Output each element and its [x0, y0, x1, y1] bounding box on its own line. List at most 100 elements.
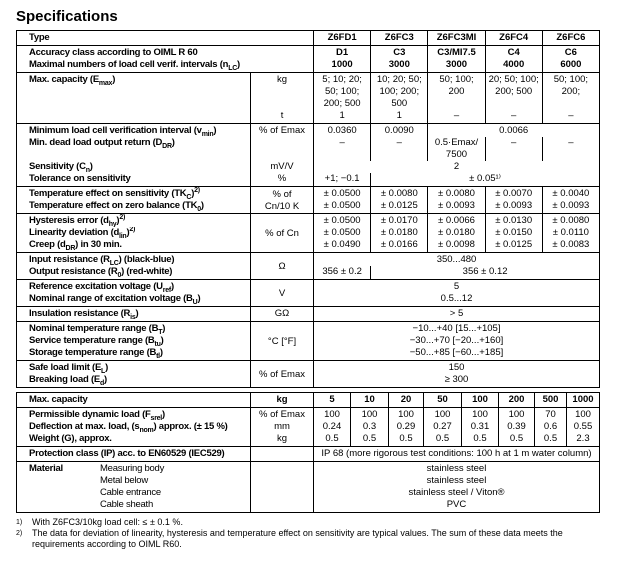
value-cell: –: [484, 137, 543, 161]
value-cell: > 5: [313, 306, 600, 322]
footnote: 1) With Z6FC3/10kg load cell: ≤ ± 0.1 %.: [16, 517, 606, 528]
row-group: Minimum load cell verification interval …: [16, 123, 600, 187]
label-subscript: DR: [162, 142, 172, 150]
value-cell: 0.5: [534, 433, 567, 447]
row-group: Max. capacity kg 5 10 20 50 100 200 500 1000: [16, 392, 600, 408]
row-label: Max. capacity (Emax): [17, 73, 251, 111]
value-cell: C4: [484, 45, 543, 59]
value-cell: 3000: [370, 59, 428, 73]
table-row: Service temperature range (Btu) −30...+70…: [17, 335, 600, 347]
table-row: t 1 1– – –: [17, 110, 600, 124]
table-row: Creep (dDR) in 30 min. ± 0.0490 ± 0.0166 ± …: [17, 239, 600, 253]
value-cell: stainless steel stainless steel stainles…: [313, 461, 600, 513]
label-text: ): [171, 137, 175, 148]
row-label: Storage temperature range (Btl): [17, 347, 251, 361]
table-row: Minimum load cell verification interval …: [17, 123, 600, 137]
unit-cell: % of Emax: [250, 123, 314, 137]
label-text: ): [112, 74, 116, 85]
label-text: Min. dead load output return (D: [29, 137, 163, 148]
value-cell: ± 0.0083: [541, 239, 600, 253]
value-cell: ± 0.0500: [313, 227, 371, 239]
label-text: Output resistance (R: [29, 266, 118, 277]
value-cell: ± 0.0180: [370, 227, 428, 239]
table-row: Output resistance (R0) (red-white) 356 ± …: [17, 266, 600, 280]
value-cell: 1000: [566, 392, 600, 408]
material-item: Measuring body: [100, 463, 165, 474]
value-cell: 50: [423, 392, 462, 408]
table-row: Nominal temperature range (BT) °C [°F] −10…: [17, 321, 600, 361]
unit-cell: Ω: [250, 252, 314, 280]
label-text: Temperature effect on zero balance (TK: [29, 200, 198, 211]
label-text: Deflection at max. load, (s: [29, 421, 140, 432]
value-cell: ± 0.0490: [313, 239, 371, 253]
value-cell: ± 0.0130: [484, 213, 543, 227]
value-cell: C3/MI7.5: [427, 45, 486, 59]
row-group: Permissible dynamic load (Fsrel)% of Ema…: [16, 407, 600, 447]
table-row: Weight (G), approx. kg 0.5 0.5 0.5 0.5 0.5 0.5 0…: [17, 433, 600, 447]
unit-cell: % of Emax: [250, 360, 314, 388]
row-label: Output resistance (R0) (red-white): [17, 266, 251, 280]
value-cell: 0.5: [388, 433, 424, 447]
label-text: Linearity deviation (d: [29, 227, 120, 238]
value-cell: 10: [350, 392, 389, 408]
label-text: Permissible dynamic load (F: [29, 409, 151, 420]
row-label: Linearity deviation (dlin)2): [17, 227, 251, 239]
value-cell: –: [313, 137, 371, 161]
value-cell: 50; 100; 200;: [541, 72, 600, 110]
value-cell: 0.0066: [427, 123, 600, 137]
label-subscript: srel: [150, 414, 163, 421]
row-label: Max. capacity: [17, 393, 251, 408]
value-cell: 20: [388, 392, 424, 408]
value-cell: –: [370, 137, 428, 161]
row-label: Temperature effect on zero balance (TK0): [17, 200, 251, 214]
label-text: ): [170, 281, 174, 292]
value-cell: ± 0.0170: [370, 213, 428, 227]
row-group: Input resistance (RLC) (black-blue) Ω 350.…: [16, 252, 600, 280]
value-cell: ± 0.0150: [484, 227, 543, 239]
label-subscript: max: [98, 79, 113, 87]
value-cell: 0.39: [498, 421, 535, 433]
table-row: Sensitivity (Cn) mV/V 2: [17, 161, 600, 173]
value-cell: ± 0.0098: [427, 239, 486, 253]
label-text: ): [105, 362, 108, 373]
table-row: Linearity deviation (dlin)2) ± 0.0500 ± 0.…: [17, 227, 600, 239]
label-text: Type: [29, 32, 50, 43]
label-subscript: U: [192, 298, 198, 306]
value-cell: IP 68 (more rigorous test conditions: 10…: [313, 446, 600, 462]
value-cell: 356 ± 0.2: [313, 266, 371, 280]
label-subscript: nom: [139, 426, 154, 433]
label-text: Max. capacity: [29, 394, 88, 405]
label-text: Creep (d: [29, 239, 66, 250]
footnote-text: With Z6FC3/10kg load cell: ≤ ± 0.1 %.: [32, 517, 183, 527]
label-text: ): [160, 335, 164, 346]
label-text: ): [135, 308, 139, 319]
value-cell: ± 0.0093: [427, 200, 486, 214]
label-text: ) (black-blue): [118, 254, 175, 265]
table-row: Material Measuring body Metal below Cable e…: [17, 461, 600, 513]
value-cell: 0.5...12: [313, 293, 600, 307]
label-text: Tolerance on sensitivity: [29, 173, 131, 184]
table-row: Permissible dynamic load (Fsrel)% of Ema…: [17, 407, 600, 421]
value-cell: ± 0.0180: [427, 227, 486, 239]
value-cell: 5: [313, 279, 600, 293]
table-row: Nominal range of excitation voltage (BU)…: [17, 293, 600, 307]
value-cell: 356 ± 0.12: [370, 266, 600, 280]
row-label: Safe load limit (EL): [17, 361, 251, 374]
footnote-ref: 2): [119, 213, 126, 221]
table-row: Min. dead load output return (DDR) – –0.5·…: [17, 137, 600, 161]
label-text: Input resistance (R: [29, 254, 110, 265]
label-subscript: tu: [154, 340, 161, 347]
row-group: Accuracy class according to OIML R 60 D1 C…: [16, 45, 600, 73]
row-group: Material Measuring body Metal below Cable e…: [16, 461, 600, 513]
value-cell: ± 0.0080: [541, 213, 600, 227]
value-cell: Z6FC3MI: [427, 30, 486, 46]
value-cell: ± 0.0040: [541, 186, 600, 200]
unit-cell: [250, 446, 314, 462]
label-text: ): [191, 188, 195, 199]
label-text: Breaking load (E: [29, 374, 100, 385]
table-row: Deflection at max. load, (snom) approx. …: [17, 421, 600, 433]
table-row: Protection class (IP) acc. to EN60529 (I…: [17, 446, 600, 462]
label-text: ): [116, 215, 120, 226]
value-cell: 0.3: [350, 421, 389, 433]
table-row: Reference excitation voltage (Uref) V 5: [17, 279, 600, 307]
